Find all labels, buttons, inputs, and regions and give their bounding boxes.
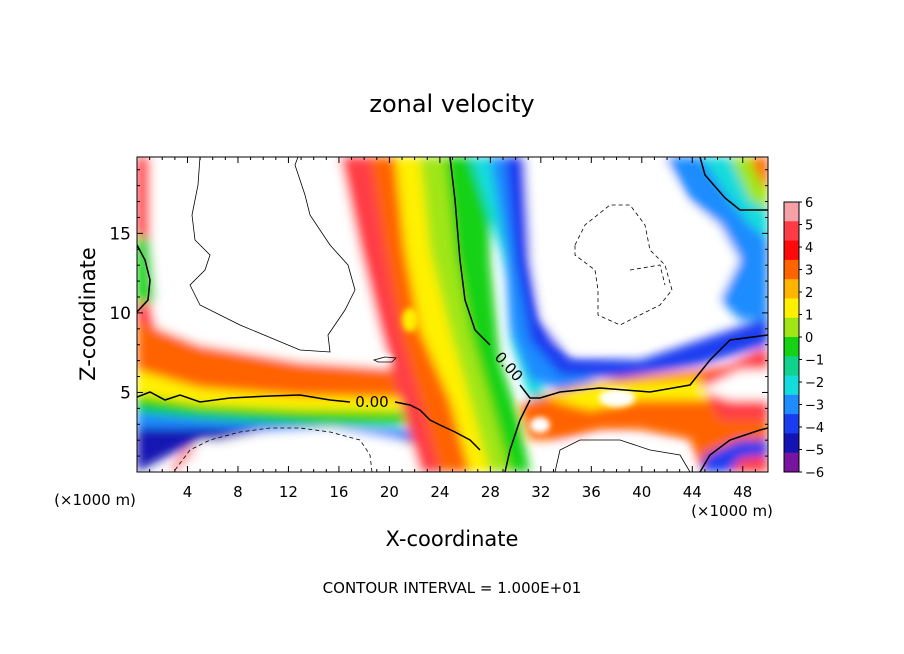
y-tick-label: 5 [120,383,131,403]
y-tick-label: 10 [109,304,131,324]
colorbar-tick-label: −1 [805,354,824,369]
x-tick-label: 8 [233,483,243,501]
x-unit-label: (×1000 m) [54,491,136,509]
x-tick-label: 44 [683,483,702,501]
colorbar-tick-label: 5 [805,219,813,234]
x-axis: 4 8 12 16 20 24 28 32 36 40 44 48 [149,157,756,501]
y-axis: 5 10 15 [109,169,768,457]
colorbar-swatch [784,298,799,319]
x-tick-label: 20 [380,483,399,501]
x-tick-label: 4 [183,483,193,501]
z-unit-label: (×1000 m) [691,502,773,520]
colorbar-swatch [784,452,799,473]
contour-label-left: 0.00 [355,393,388,411]
x-tick-label: 24 [430,483,449,501]
chart-title: zonal velocity [369,90,534,118]
contour-lines [137,157,768,472]
colorbar-tick-label: −6 [805,466,824,481]
colorbar-tick-label: 6 [805,196,813,211]
colorbar-swatch [784,375,799,396]
colorbar-tick-label: −2 [805,376,824,391]
x-tick-label: 36 [582,483,601,501]
x-tick-label: 32 [531,483,550,501]
colorbar-swatch [784,414,799,434]
contour-interval-footer: CONTOUR INTERVAL = 1.000E+01 [323,579,582,597]
x-tick-label: 48 [733,483,752,501]
colorbar-tick-label: 3 [805,264,813,279]
colorbar-swatch [784,337,799,357]
plot-area: 0.00 0.00 [137,157,768,472]
colorbar-tick-label: 1 [805,309,813,324]
colorbar-swatch [784,221,799,242]
colorbar-tick-label: −5 [805,444,824,459]
y-tick-label: 15 [109,224,131,244]
colorbar-swatch [784,259,799,280]
colorbar-tick-label: −4 [805,421,824,436]
x-tick-label: 40 [632,483,651,501]
colorbar: 6 5 4 3 2 1 0 −1 −2 −3 −4 −5 −6 [783,196,824,481]
x-tick-label: 12 [279,483,298,501]
x-tick-label: 16 [329,483,348,501]
colorbar-swatch [784,356,799,377]
x-tick-label: 28 [481,483,500,501]
colorbar-tick-label: −3 [805,399,824,414]
y-axis-title: Z-coordinate [76,247,100,381]
colorbar-swatch [784,317,799,338]
colorbar-tick-label: 4 [805,241,813,256]
velocity-field [137,157,768,472]
colorbar-tick-label: 0 [805,331,813,346]
colorbar-swatch [784,279,799,299]
colorbar-swatch [784,394,799,415]
x-axis-title: X-coordinate [386,527,519,551]
colorbar-tick-label: 2 [805,286,813,301]
colorbar-swatch [784,433,799,454]
colorbar-swatch [784,240,799,261]
colorbar-swatch [784,202,799,222]
